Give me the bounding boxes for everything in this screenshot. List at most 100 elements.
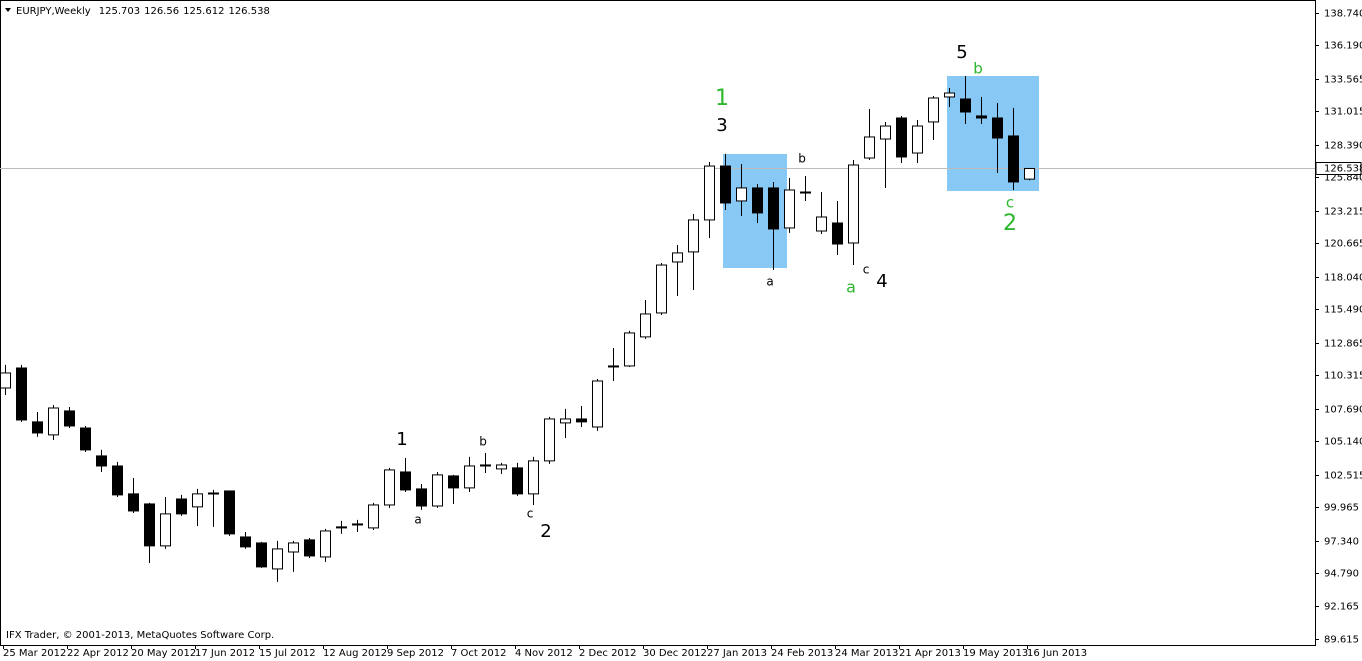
candle-body [304, 539, 315, 557]
x-tick-label: 4 Nov 2012 [515, 648, 573, 659]
candle-body [144, 503, 155, 547]
header: EURJPY,Weekly 125.703 126.56 125.612 126.538 [16, 6, 270, 17]
candle-body [1008, 135, 1019, 183]
y-tick-label: 92.165 [1324, 602, 1359, 613]
candle-body [0, 372, 11, 389]
y-tick-label: 102.515 [1324, 471, 1362, 482]
wave-label: a [414, 513, 421, 527]
y-tick-label: 105.140 [1324, 437, 1362, 448]
candle-body [640, 313, 651, 338]
candle-body [896, 117, 907, 158]
wave-label: c [863, 263, 870, 277]
x-tick-label: 12 Aug 2012 [323, 648, 387, 659]
close-value: 126.538 [228, 6, 269, 17]
candle-body [656, 264, 667, 314]
x-tick-label: 20 May 2012 [131, 648, 196, 659]
wave-label: b [973, 60, 983, 78]
candle-body [400, 471, 411, 491]
candle-body [496, 464, 507, 470]
y-tick-label: 120.665 [1324, 239, 1362, 250]
y-tick-label: 110.315 [1324, 371, 1362, 382]
wave-label: b [798, 152, 806, 166]
x-tick-label: 15 Jul 2012 [259, 648, 316, 659]
candle-body [240, 536, 251, 548]
candle-body [768, 187, 779, 230]
y-tick-label: 123.215 [1324, 207, 1362, 218]
x-tick-label: 16 Jun 2013 [1027, 648, 1087, 659]
wave-label: 5 [956, 42, 967, 63]
candle-body [128, 493, 139, 512]
copyright: IFX Trader, © 2001-2013, MetaQuotes Soft… [6, 630, 274, 641]
y-tick-label: 97.340 [1324, 537, 1359, 548]
candle-body [992, 117, 1003, 139]
candle-body [1024, 167, 1035, 180]
candle-body [928, 97, 939, 123]
y-tick-label: 115.490 [1324, 305, 1362, 316]
candle-body [832, 222, 843, 245]
wave-label: a [766, 275, 773, 289]
wave-label: 3 [716, 115, 727, 136]
symbol: EURJPY,Weekly [16, 6, 91, 17]
candle-body [448, 475, 459, 489]
candle-body [432, 474, 443, 507]
x-tick-label: 2 Dec 2012 [579, 648, 637, 659]
x-tick-label: 25 Mar 2012 [3, 648, 66, 659]
candle-body [624, 332, 635, 367]
candle-body [848, 164, 859, 244]
candle-body [160, 513, 171, 547]
x-tick-label: 9 Sep 2012 [387, 648, 444, 659]
candle-body [80, 427, 91, 451]
candle-body [672, 252, 683, 263]
candle-body [688, 219, 699, 253]
candle-body [96, 455, 107, 467]
low-value: 125.612 [183, 6, 224, 17]
candle-body [224, 490, 235, 535]
candle-body [752, 187, 763, 214]
candle-body [976, 115, 987, 119]
y-tick-label: 138.740 [1324, 9, 1362, 20]
x-tick-label: 19 May 2013 [963, 648, 1028, 659]
candle-body [32, 421, 43, 434]
candle-body [880, 125, 891, 140]
candle-body [544, 418, 555, 462]
y-tick-label: 89.615 [1324, 635, 1359, 646]
candle-body [528, 460, 539, 495]
open-value: 125.703 [99, 6, 140, 17]
candle-body [560, 418, 571, 424]
wave-label: 1 [396, 429, 407, 450]
candle-body [960, 98, 971, 113]
candle-body [720, 165, 731, 204]
y-tick-label: 131.015 [1324, 107, 1362, 118]
menu-arrow [5, 8, 11, 12]
wave-label: 2 [1003, 211, 1017, 236]
candle-body [48, 407, 59, 436]
candle-body [784, 189, 795, 229]
y-tick-label: 99.965 [1324, 503, 1359, 514]
candle-body [64, 410, 75, 427]
wave-label: 4 [876, 271, 887, 292]
candle-body [320, 530, 331, 558]
candle-body [384, 469, 395, 506]
candle-body [800, 191, 811, 194]
y-tick-label: 133.565 [1324, 75, 1362, 86]
wave-label: 2 [540, 521, 551, 542]
candle-body [272, 548, 283, 570]
candle-body [944, 92, 955, 98]
x-tick-label: 30 Dec 2012 [643, 648, 707, 659]
x-tick-label: 22 Apr 2012 [67, 648, 129, 659]
y-tick-label: 112.865 [1324, 339, 1362, 350]
wave-label: b [479, 435, 487, 449]
candle-body [704, 165, 715, 221]
wave-label: 1 [715, 86, 729, 111]
candle-body [816, 216, 827, 232]
y-tick-label: 128.390 [1324, 141, 1362, 152]
candle-body [112, 465, 123, 496]
y-tick-label: 125.840 [1324, 173, 1362, 184]
y-tick-label: 136.190 [1324, 41, 1362, 52]
y-tick-label: 94.790 [1324, 569, 1359, 580]
price-label-box [1315, 162, 1362, 175]
x-tick-label: 24 Feb 2013 [771, 648, 833, 659]
